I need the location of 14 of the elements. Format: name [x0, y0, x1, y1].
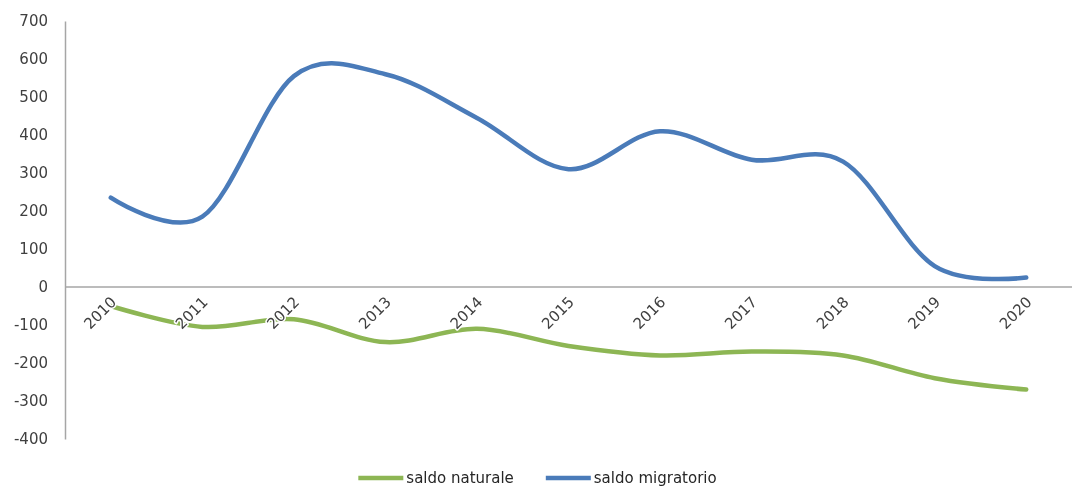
y-tick-label: 400	[19, 126, 48, 145]
y-tick-label: 500	[19, 88, 48, 107]
y-tick-label: -100	[13, 316, 48, 335]
y-tick-label: 600	[19, 50, 48, 69]
y-tick-label: 0	[38, 278, 48, 297]
y-tick-label: 100	[19, 240, 48, 259]
y-tick-label: -300	[13, 392, 48, 411]
y-tick-label: -200	[13, 354, 48, 373]
y-tick-label: -400	[13, 430, 48, 449]
y-tick-label: 700	[19, 12, 48, 31]
legend-label: saldo migratorio	[593, 469, 717, 487]
y-tick-label: 300	[19, 164, 48, 183]
legend-label: saldo naturale	[406, 469, 514, 487]
y-tick-label: 200	[19, 202, 48, 221]
